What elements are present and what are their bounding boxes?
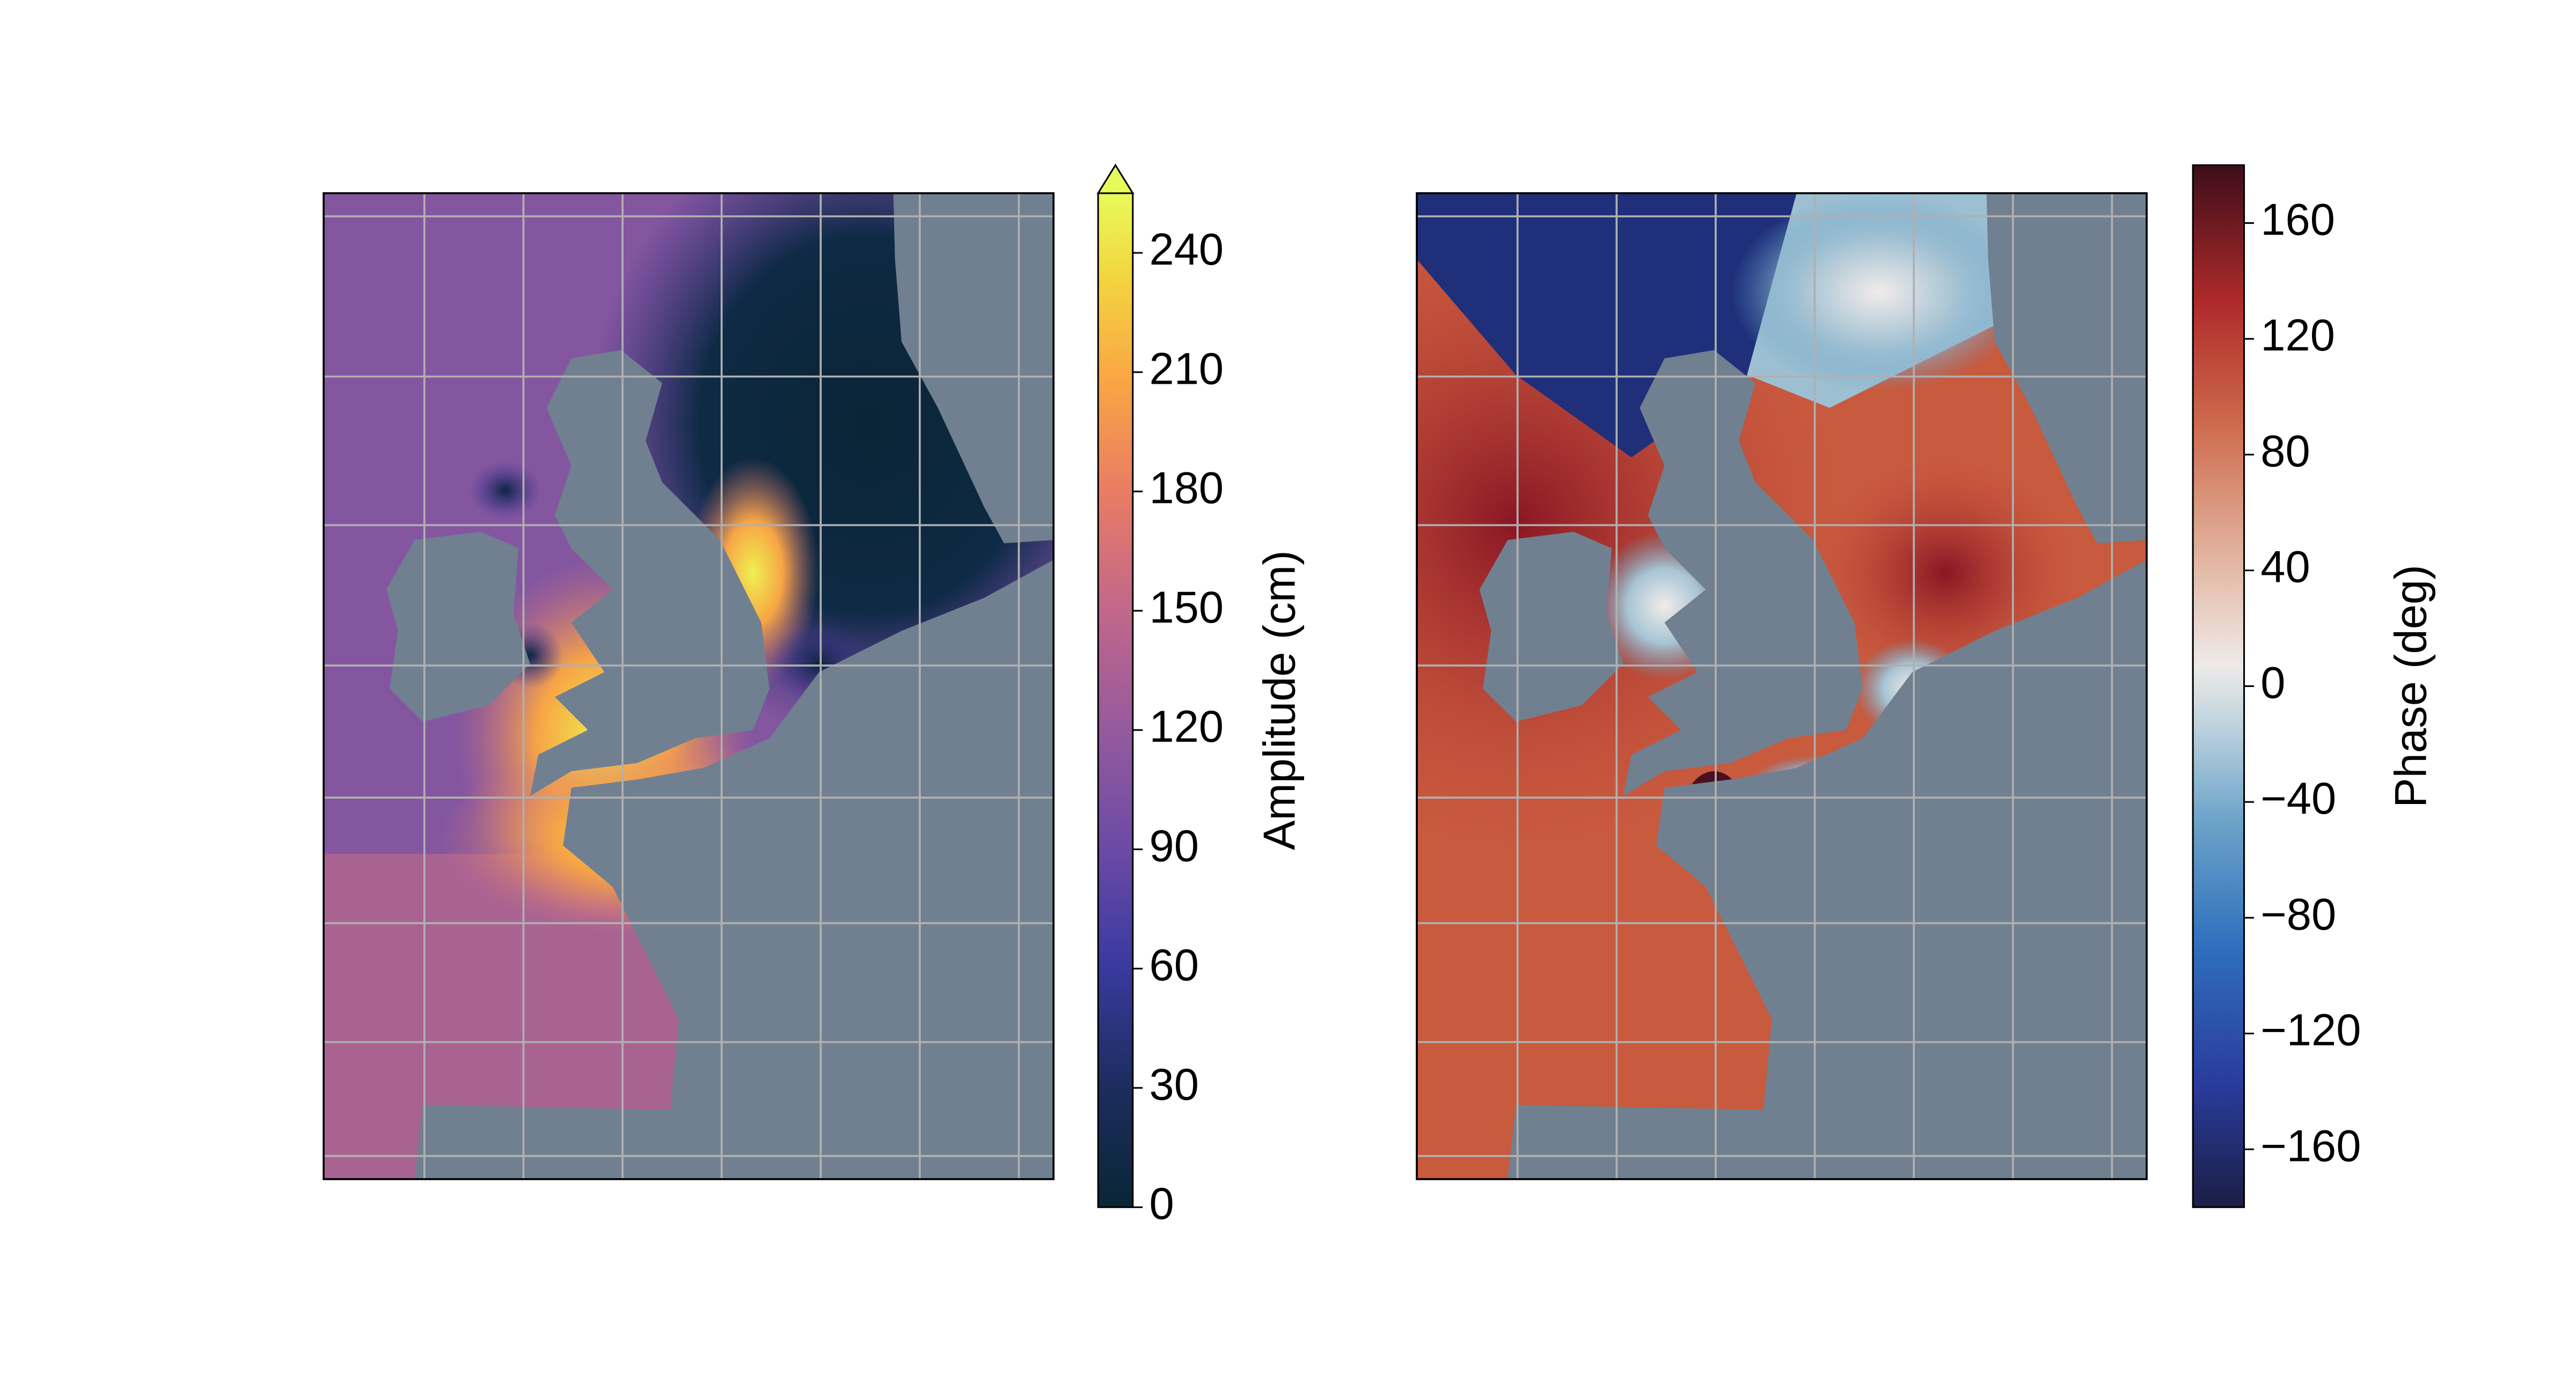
colorbar-tick-label: 240 [1150, 224, 1224, 274]
phase-map [1416, 192, 2148, 1180]
colorbar-tick-label: 180 [1150, 463, 1224, 513]
colorbar [2192, 164, 2245, 1208]
colorbar-tick-label: −80 [2260, 889, 2336, 939]
colorbar-tick-label: 210 [1150, 344, 1224, 393]
colorbar-tick-label: 160 [2260, 194, 2335, 244]
colorbar-tick-label: 120 [1150, 701, 1224, 751]
colorbar-tick-label: 40 [2260, 542, 2310, 592]
amplitude-map [323, 192, 1055, 1180]
colorbar-extension [1096, 163, 1135, 194]
colorbar-tick-label: 30 [1150, 1059, 1199, 1109]
colorbar [1097, 192, 1134, 1208]
colorbar-label: Amplitude (cm) [1255, 550, 1305, 850]
colorbar-tick-label: −40 [2260, 773, 2336, 823]
colorbar-tick-label: 150 [1150, 582, 1224, 632]
colorbar-tick-label: −160 [2260, 1121, 2361, 1171]
colorbar-tick-label: 90 [1150, 821, 1199, 871]
colorbar-tick-label: −120 [2260, 1005, 2361, 1055]
colorbar-tick-label: 80 [2260, 426, 2310, 476]
colorbar-tick-label: 0 [1150, 1179, 1174, 1229]
colorbar-label: Phase (deg) [2385, 565, 2435, 808]
colorbar-tick-label: 60 [1150, 940, 1199, 990]
colorbar-tick-label: 0 [2260, 657, 2285, 707]
colorbar-tick-label: 120 [2260, 310, 2335, 360]
